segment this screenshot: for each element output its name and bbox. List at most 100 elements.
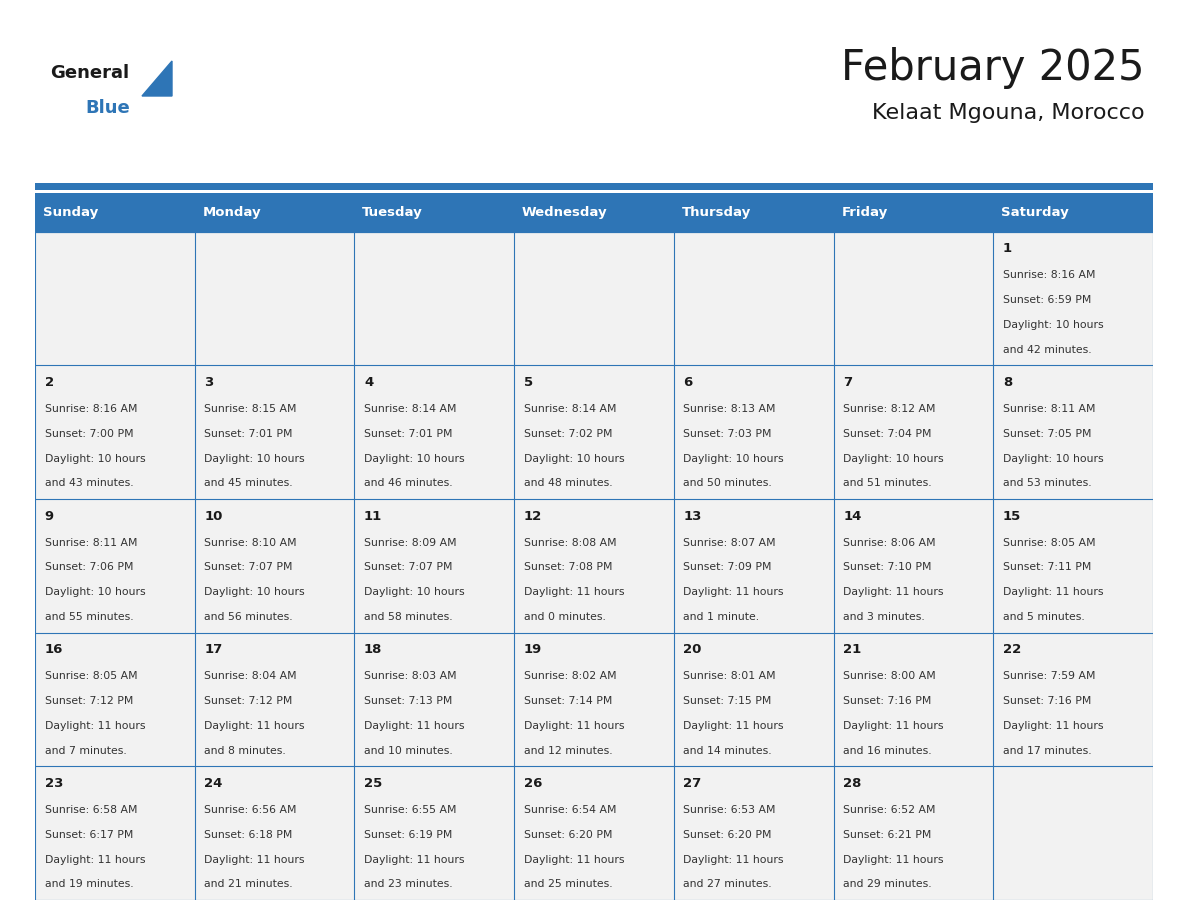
Text: Daylight: 11 hours: Daylight: 11 hours [45,855,145,865]
Text: General: General [50,64,129,82]
Text: 21: 21 [843,644,861,656]
Text: Sunset: 7:15 PM: Sunset: 7:15 PM [683,696,772,706]
Text: Sunrise: 8:13 AM: Sunrise: 8:13 AM [683,404,776,414]
Text: and 46 minutes.: and 46 minutes. [364,478,453,488]
Text: 25: 25 [364,777,383,790]
Text: Sunset: 7:07 PM: Sunset: 7:07 PM [364,563,453,573]
Bar [514,365,674,499]
Text: 2: 2 [45,376,53,389]
Text: Sunrise: 8:14 AM: Sunrise: 8:14 AM [524,404,617,414]
Text: Sunrise: 6:56 AM: Sunrise: 6:56 AM [204,805,297,815]
Text: Sunset: 7:09 PM: Sunset: 7:09 PM [683,563,772,573]
Text: Monday: Monday [202,206,261,218]
Text: Daylight: 10 hours: Daylight: 10 hours [524,453,625,464]
Bar [834,231,993,365]
Text: Sunset: 7:01 PM: Sunset: 7:01 PM [364,429,453,439]
Bar [354,231,514,365]
Bar [674,767,834,900]
Text: Sunset: 7:02 PM: Sunset: 7:02 PM [524,429,612,439]
Text: Sunrise: 8:15 AM: Sunrise: 8:15 AM [204,404,297,414]
Bar [354,499,514,633]
Text: Sunrise: 8:05 AM: Sunrise: 8:05 AM [45,671,137,681]
Text: and 56 minutes.: and 56 minutes. [204,612,293,622]
Text: Sunrise: 8:14 AM: Sunrise: 8:14 AM [364,404,456,414]
Text: 22: 22 [1003,644,1022,656]
Text: 24: 24 [204,777,222,790]
Bar [514,767,674,900]
Text: Sunrise: 8:05 AM: Sunrise: 8:05 AM [1003,538,1095,548]
Text: Friday: Friday [841,206,887,218]
Text: 1: 1 [1003,242,1012,255]
Text: Sunrise: 6:55 AM: Sunrise: 6:55 AM [364,805,456,815]
Text: and 1 minute.: and 1 minute. [683,612,759,622]
Bar [834,365,993,499]
Text: and 19 minutes.: and 19 minutes. [45,879,133,890]
Text: Daylight: 10 hours: Daylight: 10 hours [45,453,145,464]
Text: 23: 23 [45,777,63,790]
Text: Sunset: 7:11 PM: Sunset: 7:11 PM [1003,563,1092,573]
Text: 28: 28 [843,777,861,790]
Text: Daylight: 11 hours: Daylight: 11 hours [683,721,784,731]
Text: Daylight: 11 hours: Daylight: 11 hours [45,721,145,731]
Bar [993,767,1154,900]
Text: Daylight: 11 hours: Daylight: 11 hours [524,855,624,865]
Text: and 42 minutes.: and 42 minutes. [1003,344,1092,354]
Bar [674,499,834,633]
Text: and 12 minutes.: and 12 minutes. [524,745,612,756]
Polygon shape [143,61,172,96]
Bar [195,499,354,633]
Text: Daylight: 11 hours: Daylight: 11 hours [364,721,465,731]
Text: Sunrise: 8:09 AM: Sunrise: 8:09 AM [364,538,456,548]
Text: and 25 minutes.: and 25 minutes. [524,879,612,890]
Text: and 43 minutes.: and 43 minutes. [45,478,133,488]
Text: and 45 minutes.: and 45 minutes. [204,478,293,488]
Bar [34,365,195,499]
Text: Sunrise: 8:08 AM: Sunrise: 8:08 AM [524,538,617,548]
Text: Sunrise: 8:06 AM: Sunrise: 8:06 AM [843,538,936,548]
Text: Sunrise: 8:10 AM: Sunrise: 8:10 AM [204,538,297,548]
Text: Sunset: 6:19 PM: Sunset: 6:19 PM [364,830,453,840]
Text: 10: 10 [204,509,222,522]
Text: Sunset: 6:20 PM: Sunset: 6:20 PM [524,830,612,840]
Text: Sunset: 6:20 PM: Sunset: 6:20 PM [683,830,772,840]
Text: Daylight: 11 hours: Daylight: 11 hours [524,721,624,731]
Text: Sunrise: 7:59 AM: Sunrise: 7:59 AM [1003,671,1095,681]
Bar [834,633,993,767]
Bar [514,231,674,365]
Text: 3: 3 [204,376,214,389]
Bar [993,231,1154,365]
Text: Daylight: 10 hours: Daylight: 10 hours [45,588,145,598]
Text: Sunset: 6:21 PM: Sunset: 6:21 PM [843,830,931,840]
Text: Sunset: 7:12 PM: Sunset: 7:12 PM [204,696,292,706]
Text: Sunset: 7:07 PM: Sunset: 7:07 PM [204,563,292,573]
Text: 5: 5 [524,376,533,389]
Text: Sunrise: 6:58 AM: Sunrise: 6:58 AM [45,805,137,815]
Text: Sunset: 7:05 PM: Sunset: 7:05 PM [1003,429,1092,439]
Text: Sunset: 7:12 PM: Sunset: 7:12 PM [45,696,133,706]
Text: and 14 minutes.: and 14 minutes. [683,745,772,756]
Bar [674,231,834,365]
Text: Sunset: 7:10 PM: Sunset: 7:10 PM [843,563,931,573]
Text: Sunrise: 8:02 AM: Sunrise: 8:02 AM [524,671,617,681]
Bar [993,633,1154,767]
Text: Wednesday: Wednesday [522,206,607,218]
Text: 12: 12 [524,509,542,522]
Text: and 51 minutes.: and 51 minutes. [843,478,931,488]
Bar [354,767,514,900]
Text: 6: 6 [683,376,693,389]
Text: 20: 20 [683,644,702,656]
Bar [354,365,514,499]
Text: 14: 14 [843,509,861,522]
Text: 16: 16 [45,644,63,656]
Text: Sunset: 7:13 PM: Sunset: 7:13 PM [364,696,453,706]
Text: 17: 17 [204,644,222,656]
Bar [34,499,195,633]
Text: and 55 minutes.: and 55 minutes. [45,612,133,622]
Text: Daylight: 11 hours: Daylight: 11 hours [524,588,624,598]
Bar [674,633,834,767]
Bar [195,231,354,365]
Text: Sunrise: 6:53 AM: Sunrise: 6:53 AM [683,805,776,815]
Bar [34,183,1154,190]
Bar [834,499,993,633]
Text: Daylight: 11 hours: Daylight: 11 hours [204,855,305,865]
